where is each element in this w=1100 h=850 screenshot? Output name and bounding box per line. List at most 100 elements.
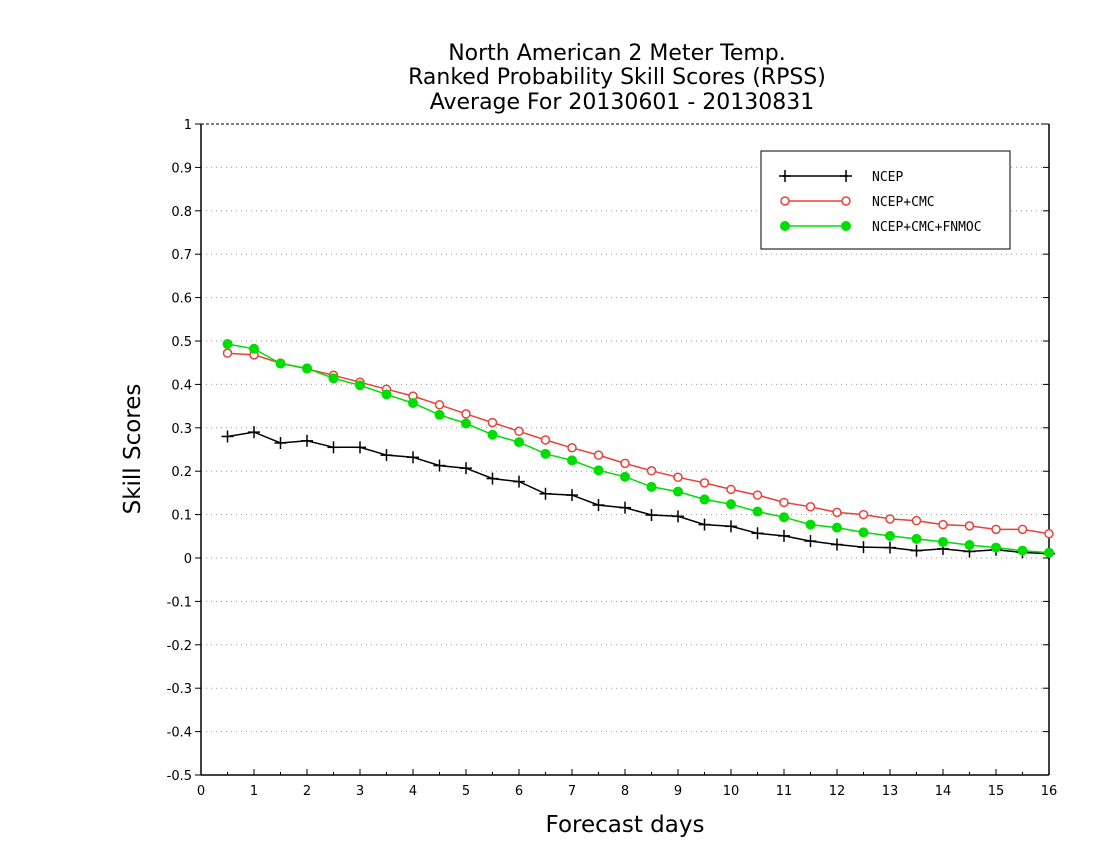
axes: -0.5 -0.4 -0.3 -0.2 -0.1 0 0.1 0.2 0.3 0.4 0.5 0.6 0… — [167, 118, 1058, 799]
y-tick-label: 0.9 — [171, 161, 192, 176]
data-point — [593, 465, 604, 476]
data-point — [566, 489, 578, 502]
data-point — [434, 400, 445, 410]
data-point — [221, 430, 234, 443]
legend: NCEP NCEP+CMC NCEP+CMC+FNMOC — [760, 150, 1011, 250]
x-tick-label: 4 — [409, 784, 417, 799]
series-lines — [221, 339, 1055, 560]
legend-marker-end — [841, 196, 851, 206]
data-point — [1017, 524, 1028, 535]
chart-title: North American 2 Meter Temp. Ranked Prob… — [408, 41, 826, 115]
data-point — [593, 450, 604, 460]
data-point — [805, 519, 816, 530]
data-point — [779, 512, 789, 523]
x-tick-label: 3 — [356, 784, 364, 799]
data-point — [222, 339, 233, 350]
legend-marker-start — [779, 170, 791, 182]
y-tick-label: -0.5 — [167, 769, 192, 784]
data-point — [408, 398, 418, 409]
data-point — [460, 462, 472, 475]
data-point — [779, 497, 789, 508]
data-point — [567, 443, 577, 453]
data-point — [673, 472, 683, 483]
series-ncep-cmc — [222, 348, 1054, 539]
data-point — [752, 506, 763, 517]
data-point — [328, 373, 339, 384]
data-point — [433, 459, 446, 472]
data-point — [302, 363, 312, 374]
data-point — [804, 535, 817, 548]
x-tick-label: 16 — [1041, 784, 1058, 799]
data-point — [646, 466, 657, 476]
data-point — [938, 536, 948, 547]
x-axis-label: Forecast days — [546, 812, 705, 838]
data-point — [407, 451, 419, 464]
y-tick-label: 1 — [184, 118, 192, 133]
y-tick-label: 0.2 — [171, 465, 192, 480]
data-point — [885, 530, 895, 541]
legend-marker-end — [840, 170, 852, 182]
series-ncep — [221, 426, 1055, 560]
y-tick-label: -0.4 — [167, 726, 192, 741]
data-point — [274, 436, 287, 449]
series-ncep-cmc-fnmoc — [222, 339, 1054, 558]
x-tick-label: 11 — [776, 784, 793, 799]
x-tick-label: 5 — [462, 784, 470, 799]
x-tick-label: 2 — [303, 784, 311, 799]
data-point — [831, 538, 843, 551]
data-point — [991, 542, 1001, 553]
data-point — [751, 527, 764, 540]
legend-label: NCEP+CMC+FNMOC — [872, 220, 982, 235]
legend-entry: NCEP — [779, 170, 903, 185]
y-tick-label: -0.2 — [167, 639, 192, 654]
data-point — [991, 524, 1001, 535]
data-point — [514, 437, 524, 448]
series-line — [227, 431, 1050, 555]
x-tick-label: 6 — [515, 784, 523, 799]
data-point — [964, 521, 975, 531]
y-tick-label: -0.3 — [167, 682, 192, 697]
data-point — [964, 539, 975, 550]
data-point — [355, 380, 365, 391]
y-tick-label: 0.5 — [171, 335, 192, 350]
data-point — [461, 409, 471, 419]
data-point — [646, 481, 657, 492]
data-point — [910, 544, 923, 557]
chart-title-line-1: North American 2 Meter Temp. — [448, 41, 786, 66]
data-point — [222, 348, 233, 358]
legend-marker-end — [841, 221, 851, 231]
data-point — [487, 429, 498, 440]
x-tick-label: 1 — [250, 784, 258, 799]
data-point — [540, 435, 551, 445]
y-axis-label: Skill Scores — [120, 384, 146, 515]
data-point — [1044, 528, 1054, 539]
legend-box — [760, 150, 1011, 250]
data-point — [327, 441, 340, 454]
data-point — [567, 455, 577, 466]
data-point — [434, 409, 445, 420]
legend-marker-start — [780, 196, 790, 206]
y-tick-label: 0.3 — [171, 422, 192, 437]
data-point — [778, 529, 790, 542]
data-point — [911, 515, 922, 526]
data-point — [805, 502, 816, 512]
data-point — [726, 499, 736, 510]
data-point — [620, 471, 630, 482]
legend-marker-start — [780, 221, 790, 231]
x-tick-label: 13 — [882, 784, 899, 799]
y-tick-label: 0.8 — [171, 205, 192, 220]
data-point — [832, 507, 842, 518]
data-point — [752, 490, 763, 500]
x-tick-label: 12 — [829, 784, 846, 799]
y-tick-label: 0.6 — [171, 292, 192, 307]
x-tick-label: 9 — [674, 784, 682, 799]
data-point — [619, 501, 631, 514]
y-tick-label: 0.7 — [171, 248, 192, 263]
data-point — [857, 541, 870, 554]
data-point — [1044, 547, 1054, 558]
y-tick-label: 0 — [184, 552, 192, 567]
y-gridlines — [201, 166, 1049, 733]
data-point — [248, 426, 260, 439]
x-tick-label: 10 — [723, 784, 740, 799]
